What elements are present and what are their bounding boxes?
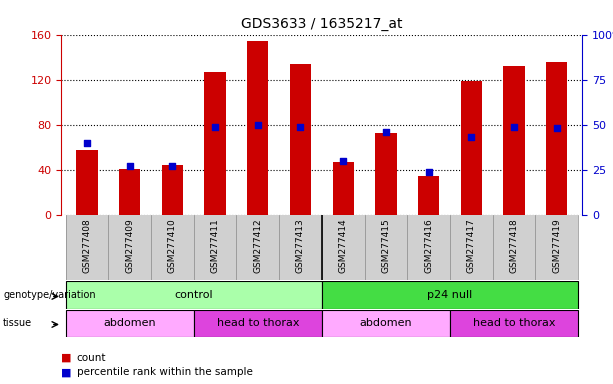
Point bbox=[424, 169, 433, 175]
Text: tissue: tissue bbox=[3, 318, 32, 328]
Bar bbox=[365, 215, 407, 280]
Text: GSM277415: GSM277415 bbox=[381, 218, 390, 273]
Text: count: count bbox=[77, 353, 106, 363]
Bar bbox=[247, 41, 268, 215]
Text: GSM277416: GSM277416 bbox=[424, 218, 433, 273]
Point bbox=[338, 158, 348, 164]
FancyBboxPatch shape bbox=[450, 310, 578, 337]
Text: genotype/variation: genotype/variation bbox=[3, 290, 96, 300]
Bar bbox=[503, 66, 525, 215]
Bar bbox=[450, 215, 493, 280]
Text: GSM277411: GSM277411 bbox=[210, 218, 219, 273]
Point bbox=[167, 163, 177, 169]
Bar bbox=[151, 215, 194, 280]
Point bbox=[82, 140, 92, 146]
Bar bbox=[76, 150, 97, 215]
Text: GSM277412: GSM277412 bbox=[253, 218, 262, 273]
Point bbox=[124, 163, 134, 169]
Text: GSM277409: GSM277409 bbox=[125, 218, 134, 273]
Bar bbox=[66, 215, 109, 280]
Bar bbox=[279, 215, 322, 280]
Text: percentile rank within the sample: percentile rank within the sample bbox=[77, 367, 253, 377]
Text: head to thorax: head to thorax bbox=[473, 318, 555, 328]
Bar bbox=[493, 215, 535, 280]
Text: p24 null: p24 null bbox=[427, 290, 473, 300]
Text: GSM277408: GSM277408 bbox=[82, 218, 91, 273]
Text: abdomen: abdomen bbox=[104, 318, 156, 328]
Point bbox=[253, 122, 262, 128]
Text: GSM277419: GSM277419 bbox=[552, 218, 562, 273]
Text: GSM277414: GSM277414 bbox=[338, 218, 348, 273]
Bar bbox=[407, 215, 450, 280]
Point bbox=[381, 129, 391, 135]
Text: head to thorax: head to thorax bbox=[216, 318, 299, 328]
Bar bbox=[460, 81, 482, 215]
FancyBboxPatch shape bbox=[194, 310, 322, 337]
Title: GDS3633 / 1635217_at: GDS3633 / 1635217_at bbox=[241, 17, 403, 31]
Bar bbox=[237, 215, 279, 280]
Text: control: control bbox=[174, 290, 213, 300]
Point bbox=[210, 124, 220, 130]
Text: GSM277413: GSM277413 bbox=[296, 218, 305, 273]
Bar bbox=[535, 215, 578, 280]
Bar bbox=[322, 215, 365, 280]
FancyBboxPatch shape bbox=[322, 310, 450, 337]
Bar bbox=[290, 64, 311, 215]
Point bbox=[466, 134, 476, 141]
Bar bbox=[162, 166, 183, 215]
FancyBboxPatch shape bbox=[66, 310, 194, 337]
Bar bbox=[332, 162, 354, 215]
Point bbox=[552, 125, 562, 131]
Bar bbox=[375, 133, 397, 215]
Bar bbox=[546, 62, 568, 215]
Text: ■: ■ bbox=[61, 367, 72, 377]
Point bbox=[509, 124, 519, 130]
Bar bbox=[194, 215, 237, 280]
Bar bbox=[109, 215, 151, 280]
Bar bbox=[119, 169, 140, 215]
Text: GSM277410: GSM277410 bbox=[168, 218, 177, 273]
Bar bbox=[204, 72, 226, 215]
Text: GSM277418: GSM277418 bbox=[509, 218, 519, 273]
Text: abdomen: abdomen bbox=[360, 318, 412, 328]
Bar bbox=[418, 175, 440, 215]
Text: ■: ■ bbox=[61, 353, 72, 363]
Point bbox=[295, 124, 305, 130]
FancyBboxPatch shape bbox=[322, 281, 578, 309]
FancyBboxPatch shape bbox=[66, 281, 322, 309]
Text: GSM277417: GSM277417 bbox=[467, 218, 476, 273]
